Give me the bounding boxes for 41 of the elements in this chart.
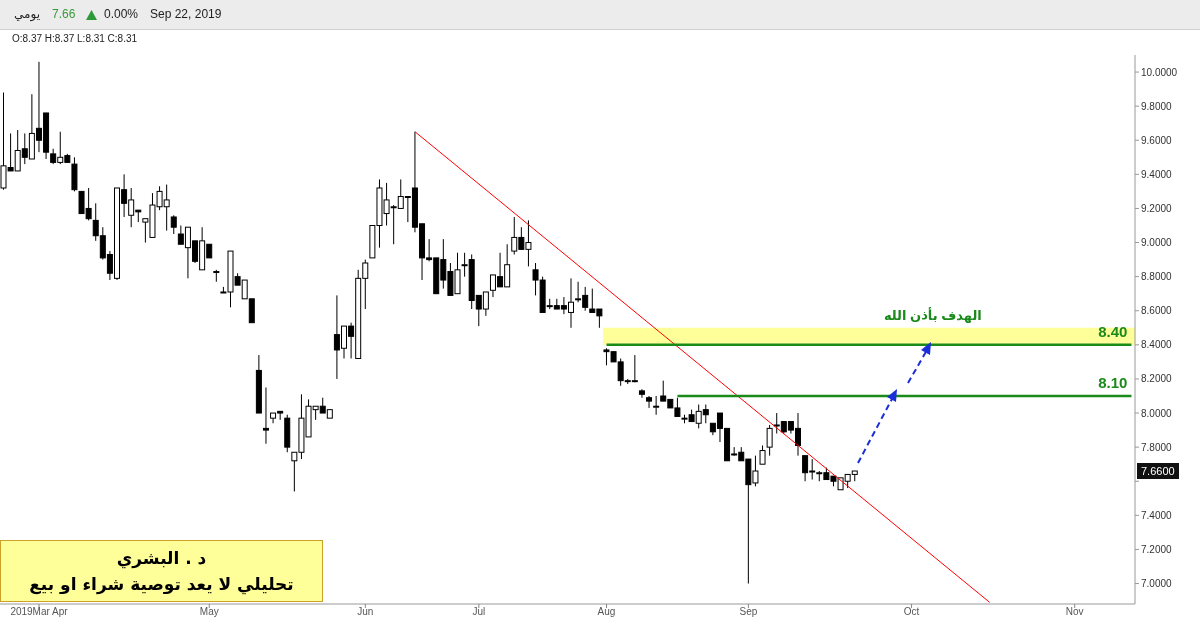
candlestick: [170, 214, 177, 235]
x-tick-label: Sep: [739, 606, 758, 617]
y-tick-label: 9.0000: [1141, 237, 1173, 249]
note-box: د . البشري تحليلي لا يعد توصية شراء او بيع: [0, 540, 323, 602]
candlestick: [766, 424, 773, 457]
y-tick-label: 9.2000: [1141, 203, 1173, 214]
y-tick-label: 9.8000: [1141, 100, 1173, 112]
text: 0.00%: [104, 7, 139, 21]
x-tick-label: Nov: [1065, 606, 1084, 617]
x-tick-label: Jun: [357, 606, 374, 617]
y-tick-label: 8.2000: [1141, 373, 1173, 385]
data-label: 8.40: [1098, 322, 1128, 340]
y-tick-label: 9.6000: [1141, 134, 1173, 146]
band-label: الهدف بأذن الله: [883, 306, 982, 323]
x-tick-label: Aug: [597, 606, 616, 617]
text: O:8.37 H:8.37 L:8.31 C:8.31: [12, 33, 138, 44]
y-tick-label: 7.8000: [1141, 441, 1173, 453]
text: 7.66: [52, 7, 76, 21]
text: يومي: [14, 7, 40, 21]
y-tick-label: 9.4000: [1141, 168, 1173, 180]
candlestick: [646, 395, 653, 409]
candlestick: [759, 444, 766, 465]
y-tick-label: 10.0000: [1141, 66, 1178, 78]
y-tick-label: 8.8000: [1141, 271, 1173, 283]
y-tick-label: 7.0000: [1141, 578, 1173, 590]
y-tick-label: 7.2000: [1141, 543, 1173, 555]
annotation: 7.6600: [1137, 463, 1179, 479]
x-tick-label: Jul: [472, 606, 486, 617]
x-tick-label: May: [199, 606, 219, 617]
x-tick-label: Oct: [903, 606, 920, 617]
data-label: 8.10: [1098, 373, 1128, 391]
candlestick: [262, 386, 269, 445]
y-tick-label: 8.0000: [1141, 407, 1173, 419]
annotation: تحليلي لا يعد توصية شراء او بيع: [28, 573, 295, 597]
text: Sep 22, 2019: [150, 7, 222, 21]
y-tick-label: 8.6000: [1141, 305, 1173, 317]
y-tick-label: 8.4000: [1141, 339, 1173, 351]
y-tick-label: 7.4000: [1141, 509, 1173, 521]
x-tick-label: 2019Mar Apr: [10, 606, 69, 617]
candlestick: [653, 395, 660, 416]
annotation: د . البشري: [115, 547, 208, 571]
